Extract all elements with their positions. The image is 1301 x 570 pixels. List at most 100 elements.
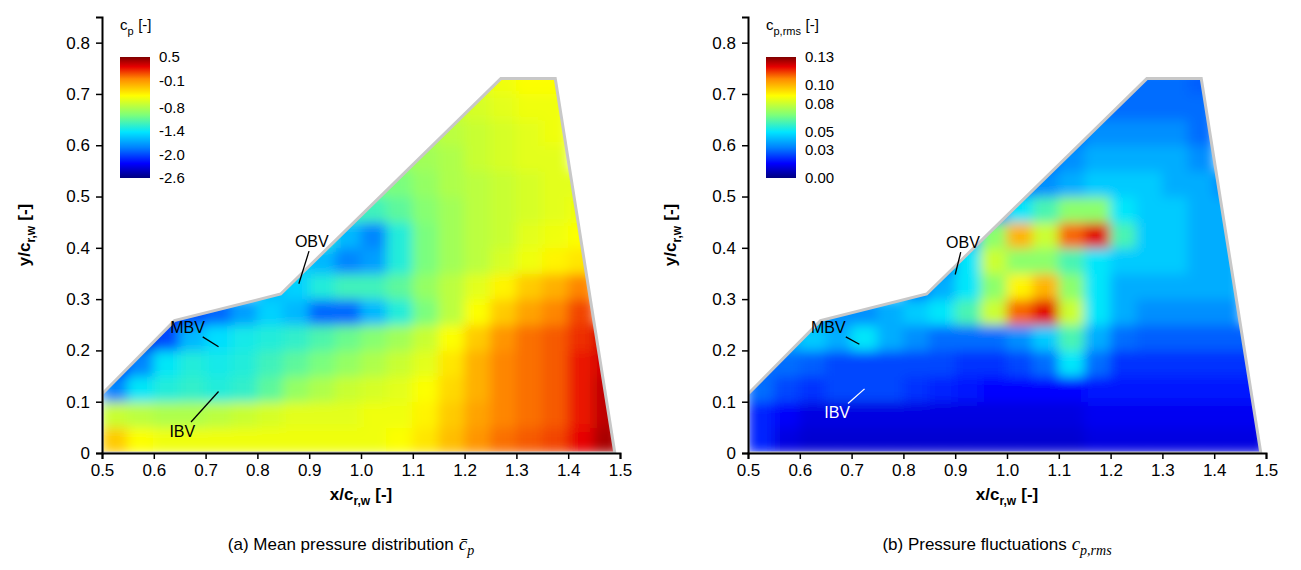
colorbar-axis: 0.5-0.1-0.8-1.4-2.0-2.6	[150, 48, 185, 186]
cell	[412, 401, 439, 428]
cell	[490, 119, 517, 146]
cell	[335, 376, 362, 403]
cell	[1058, 273, 1085, 300]
cell	[1058, 222, 1085, 249]
cell	[1136, 247, 1163, 274]
tick-label: 0.7	[66, 85, 90, 104]
cell	[490, 401, 517, 428]
cell	[955, 299, 982, 326]
label-unit: [-]	[375, 485, 392, 504]
cell	[1136, 93, 1163, 120]
tick-label: 0.8	[246, 461, 270, 480]
tick: 0.5	[712, 187, 748, 206]
cell	[542, 324, 569, 351]
cell	[1058, 350, 1085, 377]
cell	[127, 401, 154, 428]
cell	[386, 299, 413, 326]
cell	[438, 119, 465, 146]
cell	[231, 427, 258, 453]
cell	[516, 427, 543, 453]
cells	[748, 68, 1266, 453]
cell	[981, 324, 1008, 351]
cell	[568, 401, 595, 428]
cell	[179, 376, 206, 403]
tick: 0.8	[246, 453, 270, 480]
label-subscript: r,w	[24, 225, 38, 242]
tick: 0.2	[712, 341, 748, 360]
cell	[127, 427, 154, 453]
cell	[102, 401, 128, 428]
cell	[361, 196, 388, 223]
tick-label: 0.5	[737, 461, 761, 480]
cell	[464, 222, 491, 249]
cell	[335, 427, 362, 453]
cell	[542, 222, 569, 249]
annotation-leader	[191, 391, 219, 422]
label-unit: [-]	[806, 16, 819, 33]
cell	[1084, 427, 1111, 453]
cell	[516, 376, 543, 403]
tick-label: 0.9	[298, 461, 322, 480]
tick-mark	[516, 453, 518, 459]
cell	[1007, 376, 1034, 403]
label-unit: [-]	[138, 16, 151, 33]
cell	[1084, 222, 1111, 249]
cell	[438, 196, 465, 223]
label-subscript: r,w	[353, 494, 370, 508]
tick-label: -0.8	[159, 99, 185, 116]
cell	[335, 299, 362, 326]
cell	[1032, 427, 1059, 453]
cell	[386, 170, 413, 197]
cell	[412, 376, 439, 403]
cell	[1058, 196, 1085, 223]
cell	[438, 299, 465, 326]
planform-area	[102, 68, 620, 453]
label-unit: [-]	[1021, 485, 1038, 504]
tick: 0.6	[788, 453, 812, 480]
label-subscript: r,w	[670, 225, 684, 242]
cell	[231, 401, 258, 428]
cell	[257, 324, 284, 351]
cell	[929, 350, 956, 377]
cell	[464, 273, 491, 300]
cell	[490, 222, 517, 249]
tick-label: 0.2	[66, 341, 90, 360]
x-axis: 0.50.60.70.80.91.01.11.21.31.41.5	[91, 453, 633, 480]
cell	[1136, 145, 1163, 172]
cell	[1084, 299, 1111, 326]
cell	[568, 247, 595, 274]
cell	[748, 427, 774, 453]
tick: 0.7	[66, 85, 102, 104]
cell	[516, 145, 543, 172]
cell	[825, 427, 852, 453]
cell	[1110, 299, 1137, 326]
cell	[1162, 376, 1189, 403]
cell	[929, 299, 956, 326]
tick-mark	[96, 299, 102, 301]
cell	[1032, 273, 1059, 300]
tick: 1.3	[505, 453, 529, 480]
cell	[309, 299, 336, 326]
cell	[386, 350, 413, 377]
cell	[773, 376, 800, 403]
y-axis-line	[742, 18, 749, 454]
cell	[205, 427, 232, 453]
tick: 0.6	[712, 136, 748, 155]
tick-mark	[1266, 453, 1268, 459]
cell	[1084, 119, 1111, 146]
cell	[955, 273, 982, 300]
cell	[1007, 247, 1034, 274]
cell	[205, 376, 232, 403]
caption-subscript: p	[466, 543, 474, 558]
cells	[102, 68, 620, 453]
tick: 1.5	[609, 453, 633, 480]
cell	[877, 376, 904, 403]
cell	[516, 93, 543, 120]
label-base: y/c	[661, 243, 680, 267]
cell	[412, 273, 439, 300]
tick-label: 0.05	[805, 123, 834, 140]
cell	[283, 324, 310, 351]
tick-mark	[1214, 453, 1216, 459]
cell	[516, 196, 543, 223]
cell	[231, 324, 258, 351]
